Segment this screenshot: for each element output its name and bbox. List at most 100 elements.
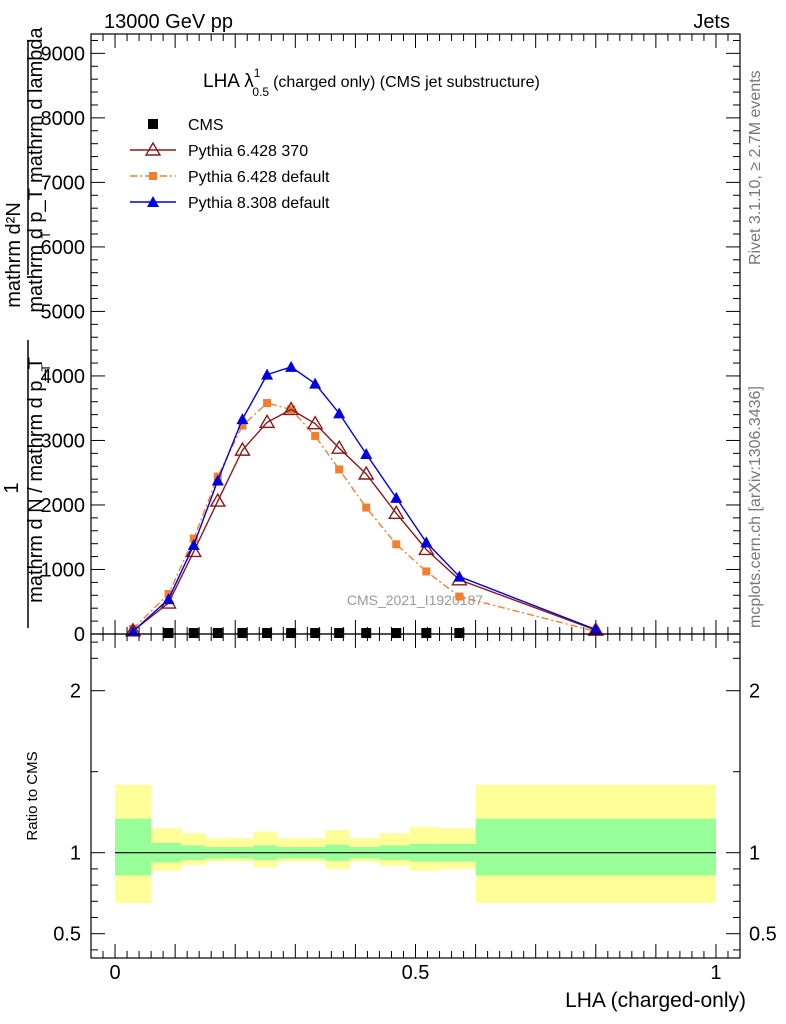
ratio-y-axis-label: Ratio to CMS [24, 751, 41, 840]
analysis-watermark: CMS_2021_I1920187 [347, 592, 483, 608]
data-point [189, 534, 198, 543]
data-point [306, 415, 324, 430]
data-point [258, 413, 276, 429]
data-point [310, 628, 321, 639]
data-point [361, 628, 372, 639]
data-point [163, 628, 174, 639]
legend-label: CMS [188, 117, 224, 134]
data-point [212, 628, 223, 639]
data-point [330, 439, 348, 454]
data-point [262, 628, 273, 639]
data-point [453, 570, 466, 582]
legend-label: Pythia 6.428 default [188, 169, 330, 186]
rivet-version-label: Rivet 3.1.10, ≥ 2.7M events [747, 70, 764, 265]
series-line [132, 408, 597, 632]
title-subscript: 0.5 [252, 85, 269, 99]
data-point [285, 360, 298, 372]
data-point [333, 407, 346, 419]
ratio-y-tick-label: 2 [70, 681, 81, 703]
legend: CMS Pythia 6.428 370 Pythia 6.428 default P… [130, 117, 330, 212]
data-point [261, 368, 274, 380]
data-point [455, 592, 464, 601]
ratio-y-tick-label: 0.5 [53, 924, 81, 946]
mcplots-label: mcplots.cern.ch [arXiv:1306.3436] [747, 386, 764, 628]
data-point [286, 628, 297, 639]
title-superscript: 1 [254, 66, 261, 80]
legend-entry: CMS [148, 117, 224, 134]
main-y-tick-label: 5000 [41, 301, 86, 323]
data-point [390, 491, 403, 503]
data-point [236, 413, 249, 425]
plot-title: LHA λ1 0.5 (charged only) (CMS jet substru… [203, 66, 540, 99]
series-line [132, 402, 596, 633]
main-y-tick-label: 7000 [41, 172, 86, 194]
data-point [454, 628, 465, 639]
ylabel-subscript-top: T [39, 231, 53, 239]
stat-uncertainty-band [475, 818, 716, 876]
data-point [392, 540, 401, 549]
ylabel-top-numerator: mathrm d²N [3, 202, 25, 308]
legend-entry: Pythia 6.428 default [130, 169, 330, 186]
main-y-tick-label: 9000 [41, 43, 86, 65]
main-y-axis: 0 1000 2000 3000 4000 5000 6000 7000 8000 9000 [41, 39, 740, 646]
ylabel-bottom-denominator: mathrm d N / mathrm d p_T [25, 357, 47, 603]
data-point [185, 543, 202, 558]
stat-uncertainty-band [115, 818, 152, 876]
x-tick-label: 1 [710, 962, 721, 984]
ylabel-bottom-numerator: 1 [1, 482, 23, 493]
main-y-axis-label: mathrm d²N mathrm d p_T mathrm d lambda … [1, 26, 53, 628]
legend-label: Pythia 6.428 370 [188, 143, 308, 160]
data-point [391, 628, 402, 639]
data-point [187, 538, 200, 550]
title-rest: (charged only) (CMS jet substructure) [273, 74, 540, 91]
ratio-x-axis: 0 0.5 1 [90, 634, 741, 984]
data-point [358, 465, 375, 480]
x-tick-label: 0 [109, 962, 120, 984]
legend-marker [148, 119, 158, 129]
ratio-y-tick-label: 1 [70, 843, 81, 865]
ratio-y-tick-label-right: 1 [749, 843, 760, 865]
data-point [211, 474, 224, 486]
data-point [237, 628, 248, 639]
legend-marker [144, 141, 162, 156]
x-axis-label: LHA (charged-only) [565, 989, 746, 1012]
ratio-plot-panel: 0.5 0.5 1 1 2 2 0 0.5 1 Ratio to CMS LHA (charg… [24, 633, 777, 1012]
data-point [418, 541, 435, 556]
data-point [309, 377, 322, 389]
ratio-y-tick-label-right: 0.5 [749, 924, 777, 946]
header-left-label: 13000 GeV pp [104, 11, 233, 33]
main-y-tick-label: 2000 [41, 495, 86, 517]
legend-label: Pythia 8.308 default [188, 195, 330, 212]
data-point [360, 448, 373, 459]
ylabel-subscript-bottom: T [39, 364, 53, 372]
ratio-y-axis: 0.5 0.5 1 1 2 2 [53, 641, 777, 951]
data-point [335, 465, 344, 474]
legend-entry: Pythia 6.428 370 [130, 141, 308, 160]
legend-marker [147, 196, 159, 207]
ratio-y-tick-label-right: 2 [749, 681, 760, 703]
main-y-tick-label: 6000 [41, 237, 86, 259]
data-series [124, 360, 604, 639]
header-right-label: Jets [693, 11, 730, 33]
data-point [362, 503, 371, 512]
main-plot-panel: 0 1000 2000 3000 4000 5000 6000 7000 8000 9000 CM… [41, 33, 741, 646]
main-y-tick-label: 1000 [41, 559, 86, 581]
data-point [188, 628, 199, 639]
ylabel-top-denominator: mathrm d p_T mathrm d lambda [25, 26, 47, 312]
main-y-tick-label: 8000 [41, 108, 86, 130]
data-point [311, 431, 320, 440]
main-y-tick-label: 4000 [41, 366, 86, 388]
main-y-tick-label: 3000 [41, 430, 86, 452]
data-point [162, 593, 175, 605]
ratio-uncertainty-bands [115, 784, 716, 903]
main-y-tick-label: 0 [74, 624, 85, 646]
data-point [263, 399, 272, 408]
data-point [282, 401, 300, 416]
data-point [209, 492, 227, 507]
data-point [334, 628, 345, 639]
data-point [234, 441, 251, 456]
data-point [238, 421, 247, 430]
data-point [421, 628, 432, 639]
title-main: LHA λ [203, 71, 254, 92]
